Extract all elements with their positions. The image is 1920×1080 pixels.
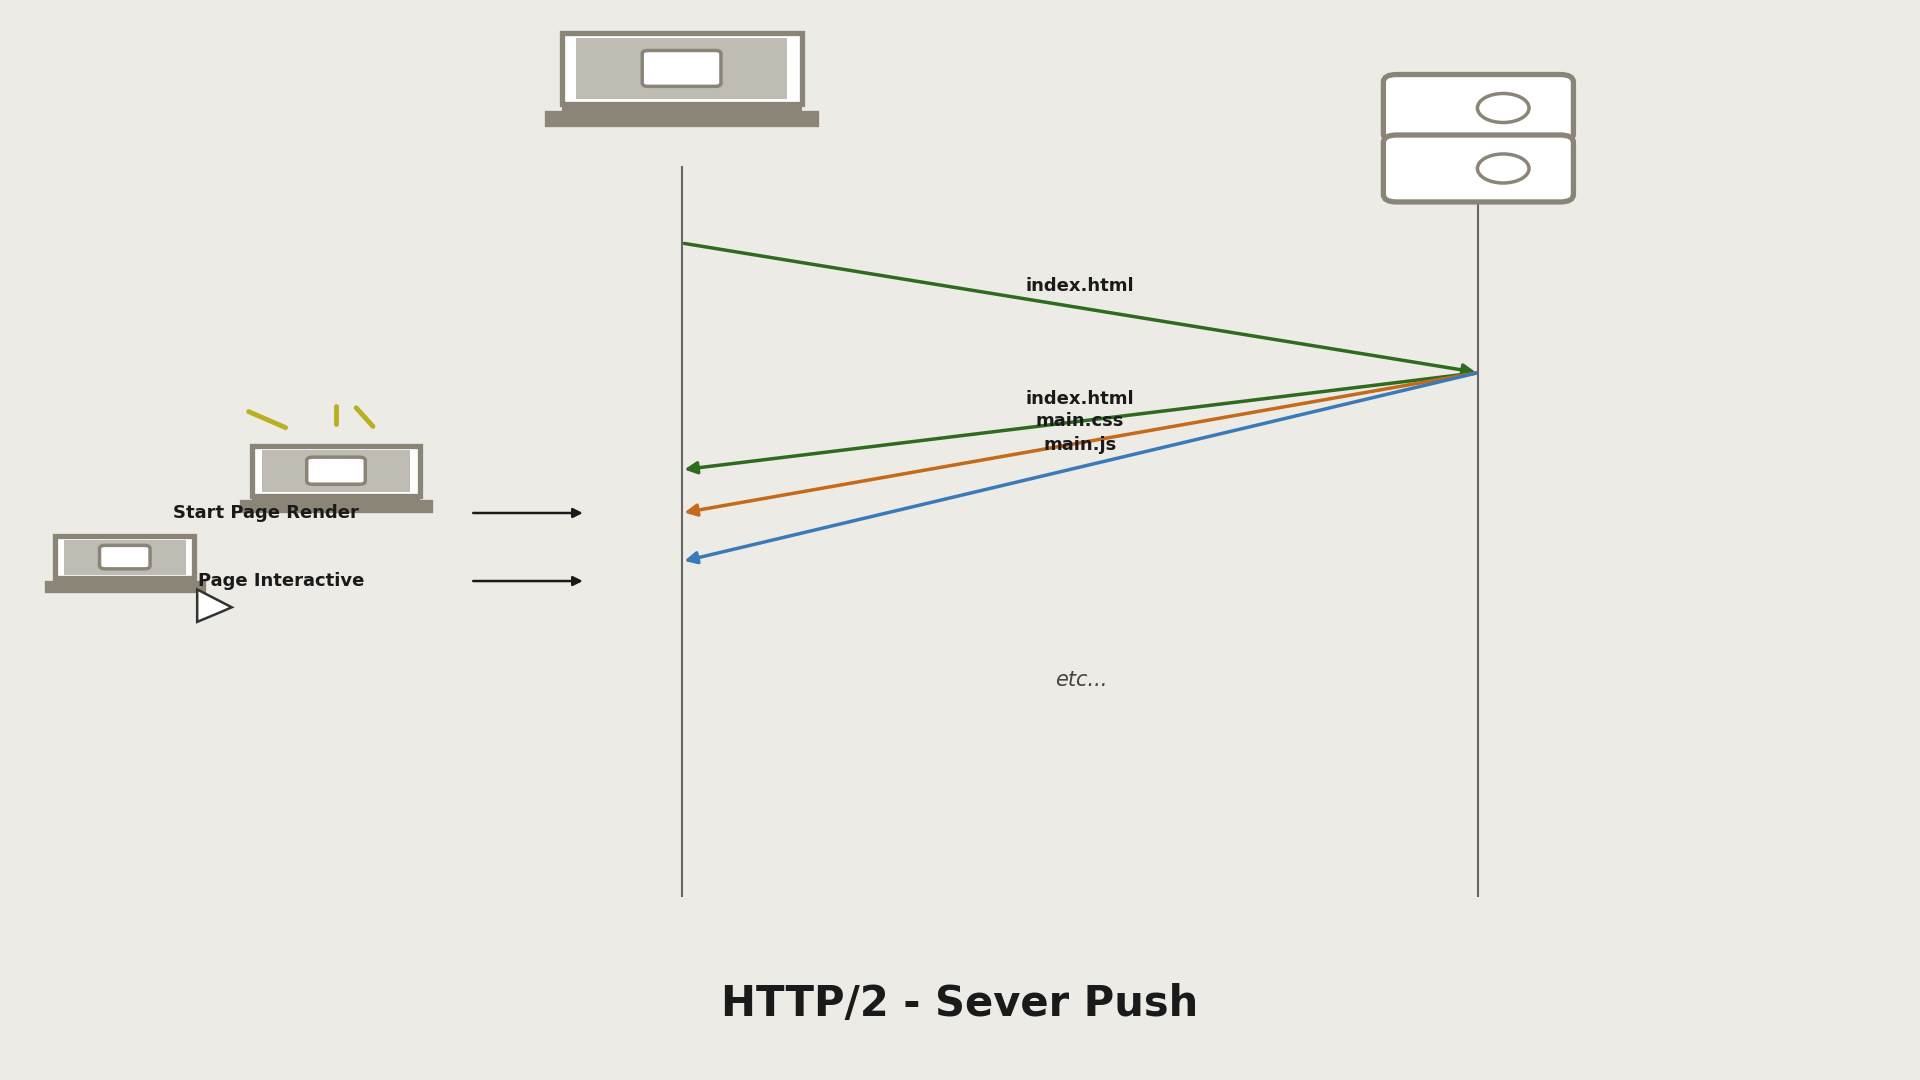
Bar — [56, 578, 194, 583]
Text: main.js: main.js — [1043, 436, 1117, 454]
Text: main.css: main.css — [1035, 411, 1125, 430]
Circle shape — [1476, 94, 1528, 122]
FancyBboxPatch shape — [1382, 135, 1574, 202]
Bar — [46, 583, 204, 590]
Bar — [242, 502, 430, 510]
Text: index.html: index.html — [1025, 390, 1135, 408]
Text: etc...: etc... — [1054, 671, 1108, 690]
Bar — [576, 38, 787, 98]
Bar — [56, 537, 194, 578]
FancyBboxPatch shape — [307, 457, 365, 484]
FancyBboxPatch shape — [641, 51, 720, 86]
Text: HTTP/2 - Sever Push: HTTP/2 - Sever Push — [722, 984, 1198, 1025]
FancyBboxPatch shape — [100, 545, 150, 569]
Circle shape — [1476, 154, 1528, 183]
Bar — [561, 105, 801, 113]
Bar — [63, 540, 186, 575]
Text: Page Interactive: Page Interactive — [198, 572, 365, 590]
FancyBboxPatch shape — [1382, 75, 1574, 141]
Text: Start Page Render: Start Page Render — [173, 504, 359, 522]
Bar — [561, 32, 801, 105]
Bar — [252, 496, 420, 502]
Text: index.html: index.html — [1025, 276, 1135, 295]
Bar — [547, 113, 816, 124]
Polygon shape — [198, 590, 232, 622]
Bar — [252, 446, 420, 496]
Bar — [261, 449, 411, 491]
